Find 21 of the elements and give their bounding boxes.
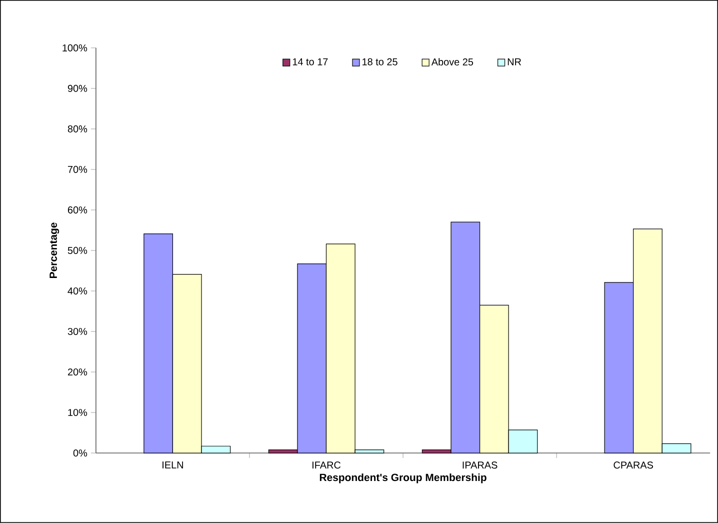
y-tick-label: 40% <box>68 287 88 295</box>
y-tick-label: 90% <box>68 84 88 92</box>
legend-label: 18 to 25 <box>362 58 398 66</box>
y-tick-label: 80% <box>68 125 88 132</box>
y-tick-label: 20% <box>68 368 88 376</box>
y-tick-label: 70% <box>68 166 88 173</box>
x-tick-label: IELN <box>162 462 183 468</box>
y-tick-label: 50% <box>68 246 88 254</box>
y-tick-label: 60% <box>68 206 88 214</box>
legend-label: Above 25 <box>431 58 474 66</box>
legend-label: 14 to 17 <box>292 58 328 66</box>
x-tick-label: IFARC <box>312 462 341 469</box>
y-tick-label: 100% <box>62 44 88 52</box>
y-tick-label: 0% <box>73 450 88 457</box>
x-axis-title: Respondent's Group Membership <box>320 473 486 484</box>
y-tick-label: 30% <box>68 328 88 336</box>
legend-label: NR <box>508 58 522 66</box>
x-tick-label: CPARAS <box>614 462 653 469</box>
y-axis-title: Percentage <box>50 222 60 278</box>
x-tick-label: IPARAS <box>462 462 498 469</box>
y-tick-label: 10% <box>68 409 88 416</box>
